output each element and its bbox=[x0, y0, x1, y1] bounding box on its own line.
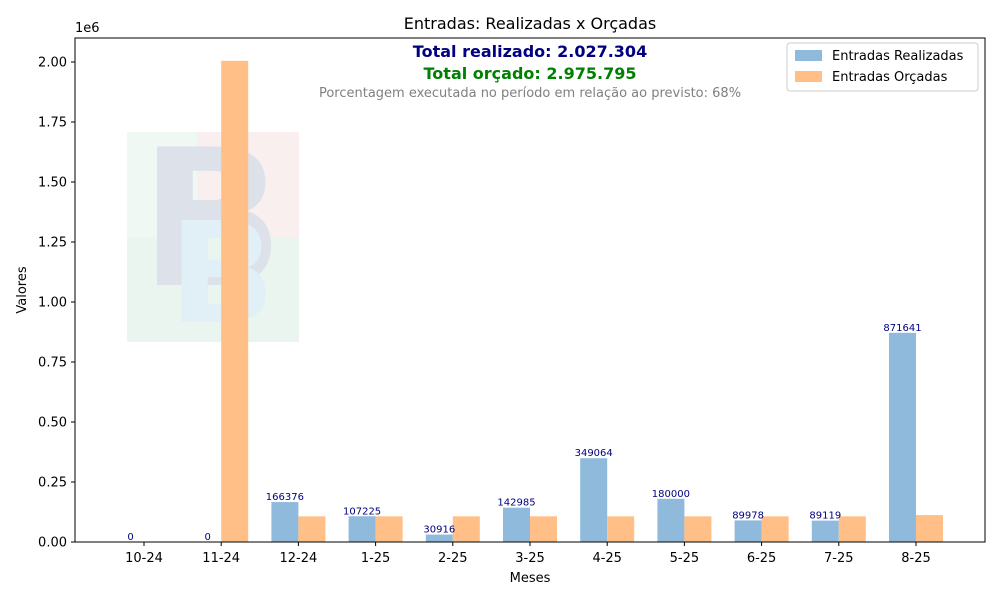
y-tick-label-7: 1.75 bbox=[38, 116, 67, 131]
x-axis-label: Meses bbox=[510, 571, 551, 586]
bar-realizadas-6-25 bbox=[734, 520, 762, 542]
bar-orcadas-7-25 bbox=[838, 516, 866, 542]
data-label-7-25: 89119 bbox=[809, 511, 841, 522]
total-orcado-annotation: Total orçado: 2.975.795 bbox=[424, 64, 637, 83]
legend: Entradas Realizadas Entradas Orçadas bbox=[786, 42, 979, 92]
total-realizado-annotation: Total realizado: 2.027.304 bbox=[413, 42, 647, 61]
legend-label-realizadas: Entradas Realizadas bbox=[832, 49, 964, 64]
data-labels-layer: 0 0 166376 107225 30916 142985 349064 180000 899… bbox=[127, 323, 921, 543]
y-tick-label-0: 0.00 bbox=[38, 536, 67, 551]
bar-orcadas-4-25 bbox=[607, 516, 635, 542]
chart-title: Entradas: Realizadas x Orçadas bbox=[404, 14, 656, 33]
x-tick-label-8-25: 8-25 bbox=[901, 551, 931, 566]
y-tick-label-6: 1.50 bbox=[38, 176, 67, 191]
watermark-logo: B B bbox=[127, 109, 299, 356]
bar-orcadas-6-25 bbox=[761, 516, 789, 542]
y-axis: 0.00 0.25 0.50 0.75 1.00 1.25 1.50 1.75 2.00 bbox=[38, 56, 75, 551]
bar-orcadas-1-25 bbox=[375, 516, 403, 542]
x-tick-label-11-24: 11-24 bbox=[202, 551, 240, 566]
data-label-6-25: 89978 bbox=[732, 510, 764, 521]
bar-realizadas-1-25 bbox=[348, 516, 376, 542]
x-tick-label-10-24: 10-24 bbox=[125, 551, 163, 566]
x-tick-label-1-25: 1-25 bbox=[361, 551, 391, 566]
x-tick-label-6-25: 6-25 bbox=[747, 551, 777, 566]
y-tick-label-1: 0.25 bbox=[38, 476, 67, 491]
data-label-4-25: 349064 bbox=[575, 448, 613, 459]
bar-orcadas-5-25 bbox=[684, 516, 712, 542]
data-label-11-24: 0 bbox=[205, 532, 211, 543]
bar-realizadas-2-25 bbox=[425, 534, 453, 542]
data-label-1-25: 107225 bbox=[343, 506, 381, 517]
percent-annotation: Porcentagem executada no período em rela… bbox=[319, 86, 741, 101]
legend-label-orcadas: Entradas Orçadas bbox=[832, 70, 948, 85]
data-label-3-25: 142985 bbox=[497, 498, 535, 509]
x-tick-label-7-25: 7-25 bbox=[824, 551, 854, 566]
y-tick-label-8: 2.00 bbox=[38, 56, 67, 71]
bar-orcadas-12-24 bbox=[298, 516, 326, 542]
bar-realizadas-3-25 bbox=[503, 507, 530, 542]
data-label-2-25: 30916 bbox=[423, 525, 455, 536]
y-tick-label-5: 1.25 bbox=[38, 236, 67, 251]
data-label-8-25: 871641 bbox=[883, 323, 921, 334]
y-tick-label-3: 0.75 bbox=[38, 356, 67, 371]
x-axis: 10-24 11-24 12-24 1-25 2-25 3-25 4-25 5-25 6-25 7… bbox=[125, 542, 931, 566]
x-tick-label-3-25: 3-25 bbox=[515, 551, 545, 566]
data-label-12-24: 166376 bbox=[266, 492, 304, 503]
bar-orcadas-8-25 bbox=[916, 515, 943, 542]
bars-layer bbox=[221, 60, 943, 543]
x-tick-label-5-25: 5-25 bbox=[670, 551, 700, 566]
legend-swatch-realizadas bbox=[795, 50, 822, 61]
bar-orcadas-11-24 bbox=[221, 60, 249, 543]
bar-realizadas-8-25 bbox=[889, 332, 916, 542]
bar-orcadas-2-25 bbox=[452, 516, 480, 542]
legend-swatch-orcadas bbox=[795, 71, 822, 82]
data-label-10-24: 0 bbox=[127, 532, 133, 543]
bar-realizadas-5-25 bbox=[657, 498, 685, 542]
bar-realizadas-4-25 bbox=[580, 458, 608, 542]
y-axis-label: Valores bbox=[15, 266, 30, 313]
bar-orcadas-3-25 bbox=[530, 516, 557, 542]
bar-realizadas-12-24 bbox=[271, 502, 299, 542]
svg-text:B: B bbox=[140, 109, 285, 330]
y-tick-label-4: 1.00 bbox=[38, 296, 67, 311]
x-tick-label-12-24: 12-24 bbox=[280, 551, 318, 566]
x-tick-label-2-25: 2-25 bbox=[438, 551, 468, 566]
bar-realizadas-7-25 bbox=[811, 520, 839, 542]
y-tick-label-2: 0.50 bbox=[38, 416, 67, 431]
x-tick-label-4-25: 4-25 bbox=[592, 551, 622, 566]
y-multiplier-label: 1e6 bbox=[75, 21, 100, 36]
legend-box bbox=[786, 42, 979, 92]
data-label-5-25: 180000 bbox=[652, 489, 690, 500]
